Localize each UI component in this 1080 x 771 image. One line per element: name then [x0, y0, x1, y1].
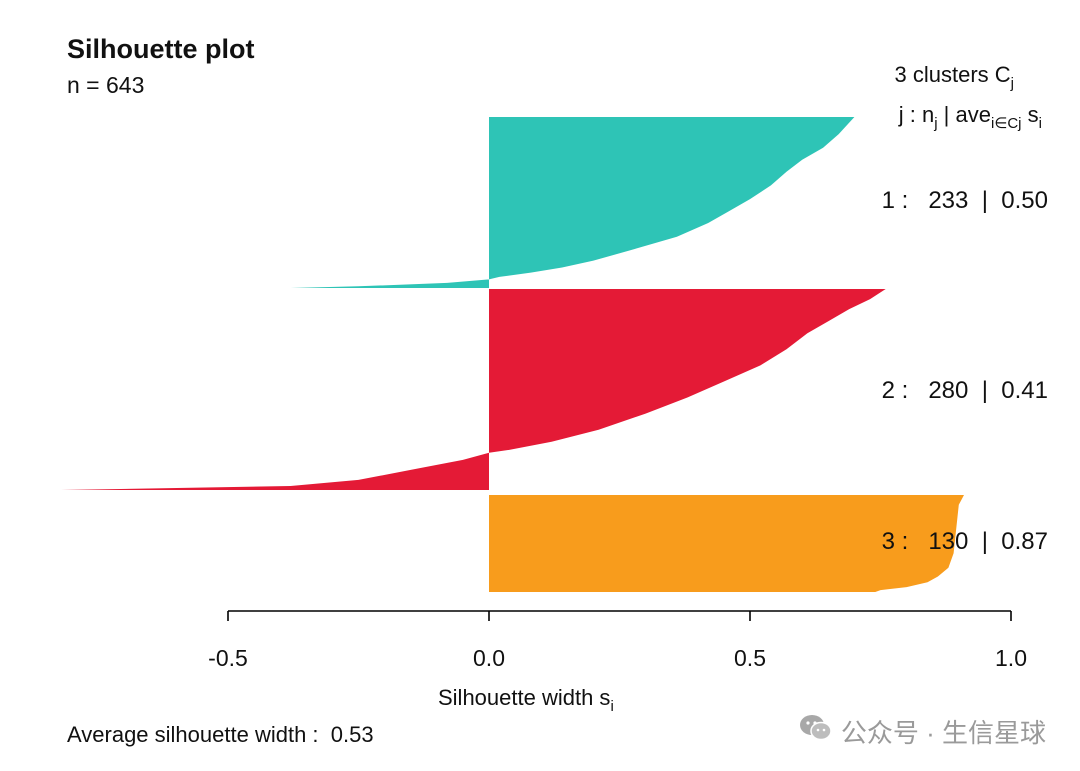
cluster-1-silhouette-bars — [290, 117, 855, 288]
average-silhouette-width: Average silhouette width : 0.53 — [67, 722, 374, 747]
x-tick-label: -0.5 — [208, 645, 248, 671]
legend-header-columns: j : nj | avei∈Cj si — [898, 102, 1042, 132]
chart-subtitle: n = 643 — [67, 72, 145, 98]
x-axis-label: Silhouette width si — [438, 685, 614, 715]
cluster-label-3: 3 : 130 | 0.87 — [881, 528, 1048, 555]
watermark-text: 公众号 · 生信星球 — [840, 718, 1046, 748]
legend-header-clusters: 3 clusters Cj — [894, 62, 1015, 92]
cluster-3-silhouette-bars — [489, 495, 964, 592]
x-tick-label: 0.0 — [473, 645, 505, 671]
x-tick-label: 1.0 — [995, 645, 1027, 671]
cluster-label-1: 1 : 233 | 0.50 — [881, 187, 1048, 214]
x-tick-label: 0.5 — [734, 645, 766, 671]
wechat-icon — [799, 713, 833, 750]
chart-title: Silhouette plot — [67, 34, 255, 64]
cluster-2-silhouette-bars — [61, 289, 886, 490]
cluster-label-2: 2 : 280 | 0.41 — [881, 377, 1048, 404]
watermark: 公众号 · 生信星球 — [799, 713, 1046, 750]
